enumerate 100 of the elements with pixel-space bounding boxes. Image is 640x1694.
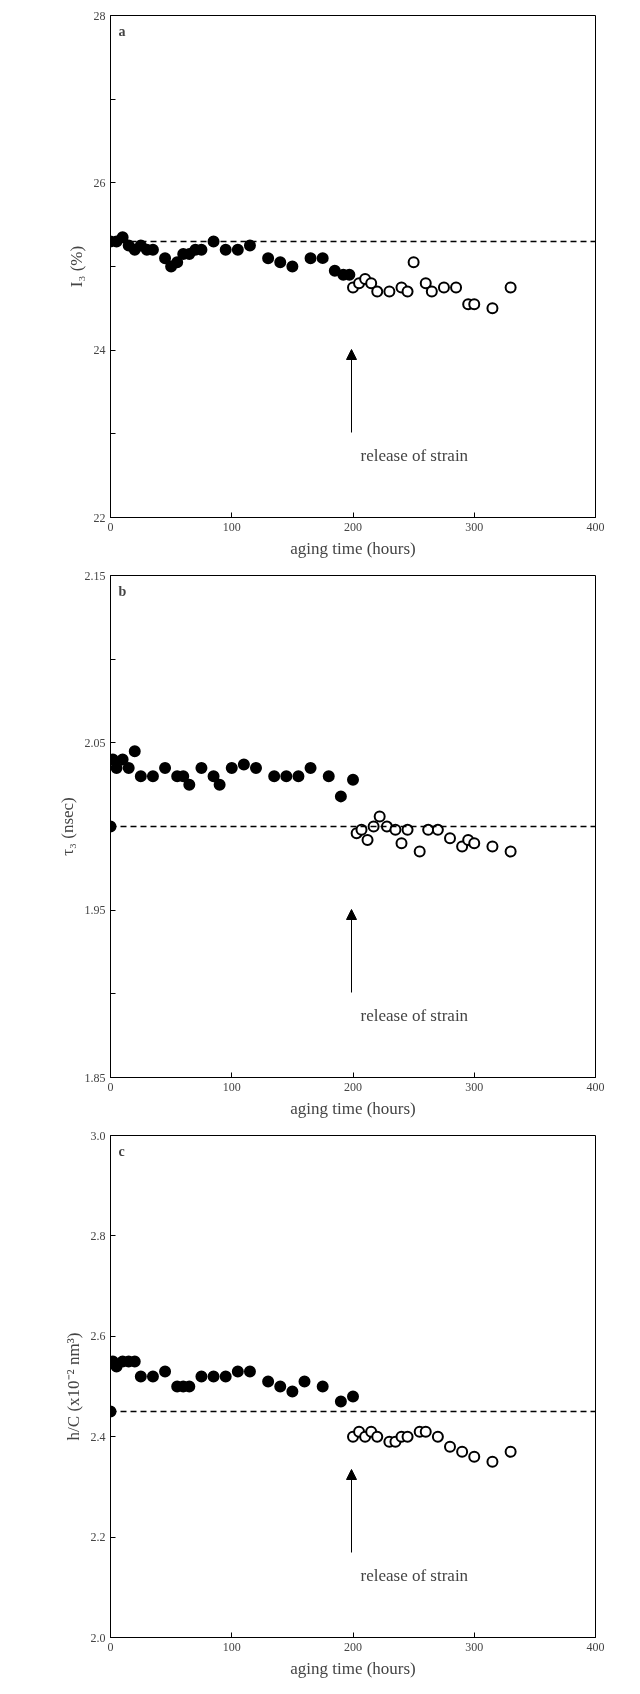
- y-tick-label: 2.4: [90, 1429, 106, 1444]
- point: [361, 833, 374, 846]
- point: [468, 298, 481, 311]
- point: [468, 1450, 481, 1463]
- point: [207, 235, 220, 248]
- x-tick-label: 200: [344, 1639, 362, 1654]
- annotation: release of strain: [360, 445, 469, 465]
- x-tick-label: 100: [222, 1639, 241, 1654]
- point: [159, 252, 172, 265]
- point: [504, 845, 517, 858]
- point: [292, 770, 305, 783]
- point: [334, 790, 347, 803]
- point: [401, 823, 414, 836]
- point: [304, 252, 317, 265]
- point: [231, 1365, 244, 1378]
- point: [486, 302, 499, 315]
- point: [159, 1365, 172, 1378]
- point: [431, 1430, 444, 1443]
- point: [128, 745, 141, 758]
- point: [219, 243, 232, 256]
- text: c: [118, 1143, 125, 1159]
- point: [347, 773, 359, 786]
- point: [280, 770, 293, 783]
- x-tick-label: 200: [344, 1079, 362, 1094]
- annotation: release of strain: [360, 1005, 469, 1025]
- point: [431, 823, 444, 836]
- point: [407, 256, 420, 269]
- y-tick-label: 2.15: [84, 568, 106, 583]
- y-axis-title: I₃ (%): [66, 245, 86, 288]
- point: [401, 1430, 414, 1443]
- point: [243, 239, 256, 252]
- point: [395, 837, 408, 850]
- point: [373, 810, 386, 823]
- y-tick-label: 1.95: [84, 903, 106, 918]
- point: [213, 778, 226, 791]
- point: [371, 285, 384, 298]
- point: [134, 1370, 147, 1383]
- point: [450, 281, 463, 294]
- y-tick-label: 2.05: [84, 735, 106, 750]
- x-tick-label: 0: [107, 1639, 114, 1654]
- point: [444, 1440, 456, 1453]
- point: [243, 1365, 256, 1378]
- x-tick-label: 400: [586, 1079, 605, 1094]
- point: [225, 761, 238, 774]
- point: [171, 256, 184, 269]
- point: [334, 1395, 347, 1408]
- point: [389, 823, 402, 836]
- y-tick-label: 1.85: [84, 1070, 106, 1085]
- point: [437, 281, 450, 294]
- point: [486, 840, 499, 853]
- y-tick-label: 2.6: [90, 1329, 106, 1344]
- point: [322, 770, 335, 783]
- point: [365, 277, 378, 290]
- point: [262, 252, 275, 265]
- point: [355, 823, 368, 836]
- point: [419, 1425, 432, 1438]
- point: [207, 1370, 220, 1383]
- y-tick-label: 3.0: [90, 1128, 106, 1143]
- point: [444, 832, 456, 845]
- point: [262, 1375, 275, 1388]
- x-tick-label: 100: [222, 519, 241, 534]
- point: [468, 837, 481, 850]
- point: [110, 761, 123, 774]
- x-axis-title: aging time (hours): [290, 1658, 416, 1678]
- text: a: [118, 23, 126, 39]
- point: [250, 761, 262, 774]
- point: [134, 770, 147, 783]
- point: [195, 761, 208, 774]
- point: [116, 231, 129, 244]
- x-tick-label: 400: [586, 1639, 605, 1654]
- point: [286, 1385, 299, 1398]
- x-tick-label: 200: [344, 519, 362, 534]
- point: [347, 1390, 359, 1403]
- point: [146, 770, 159, 783]
- point: [316, 252, 329, 265]
- y-tick-label: 28: [93, 8, 106, 23]
- point: [316, 1380, 329, 1393]
- x-tick-label: 400: [586, 519, 605, 534]
- point: [419, 277, 432, 290]
- point: [298, 1375, 311, 1388]
- x-tick-label: 0: [107, 519, 114, 534]
- annotation: release of strain: [360, 1565, 469, 1585]
- point: [219, 1370, 232, 1383]
- x-tick-label: 300: [465, 1639, 484, 1654]
- y-axis-title: τ₃ (nsec): [57, 797, 77, 856]
- x-axis-title: aging time (hours): [290, 1098, 416, 1118]
- x-tick-label: 300: [465, 519, 484, 534]
- point: [231, 243, 244, 256]
- y-tick-label: 2.2: [90, 1530, 106, 1545]
- y-tick-label: 26: [93, 175, 106, 190]
- y-tick-label: 24: [93, 343, 106, 358]
- point: [425, 285, 438, 298]
- point: [159, 761, 172, 774]
- point: [383, 285, 396, 298]
- point: [486, 1455, 499, 1468]
- point: [237, 758, 250, 771]
- point: [401, 285, 414, 298]
- y-tick-label: 2.0: [90, 1630, 106, 1645]
- point: [504, 281, 517, 294]
- y-tick-label: 2.8: [90, 1228, 106, 1243]
